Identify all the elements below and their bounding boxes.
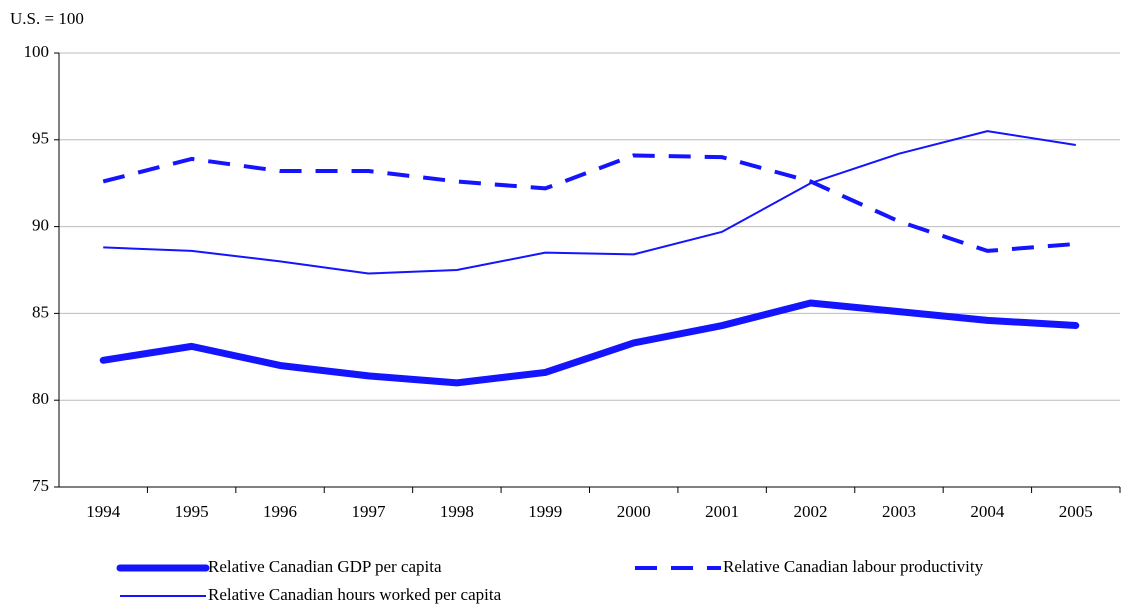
x-tick-label: 2000 <box>617 502 651 521</box>
x-tick-label: 1995 <box>175 502 209 521</box>
x-tick-label: 2001 <box>705 502 739 521</box>
y-tick-label: 90 <box>32 216 49 235</box>
line-series <box>103 130 1076 275</box>
x-tick-label: 1994 <box>86 502 121 521</box>
line-series <box>102 153 1076 253</box>
y-axis-label: U.S. = 100 <box>10 9 84 28</box>
y-tick-label: 100 <box>24 42 50 61</box>
x-tick-label: 2003 <box>882 502 916 521</box>
x-tick-label: 1996 <box>263 502 297 521</box>
x-tick-label: 2004 <box>970 502 1005 521</box>
line-series <box>99 299 1080 387</box>
legend-label: Relative Canadian hours worked per capit… <box>208 585 502 604</box>
legend-label: Relative Canadian labour productivity <box>723 557 984 576</box>
y-tick-label: 75 <box>32 476 49 495</box>
y-tick-label: 80 <box>32 389 49 408</box>
x-tick-label: 2005 <box>1059 502 1093 521</box>
y-tick-label: 85 <box>32 302 49 321</box>
legend-label: Relative Canadian GDP per capita <box>208 557 442 576</box>
x-tick-label: 1999 <box>528 502 562 521</box>
y-tick-label: 95 <box>32 129 49 148</box>
x-tick-label: 1997 <box>351 502 386 521</box>
x-tick-label: 1998 <box>440 502 474 521</box>
x-tick-label: 2002 <box>794 502 828 521</box>
